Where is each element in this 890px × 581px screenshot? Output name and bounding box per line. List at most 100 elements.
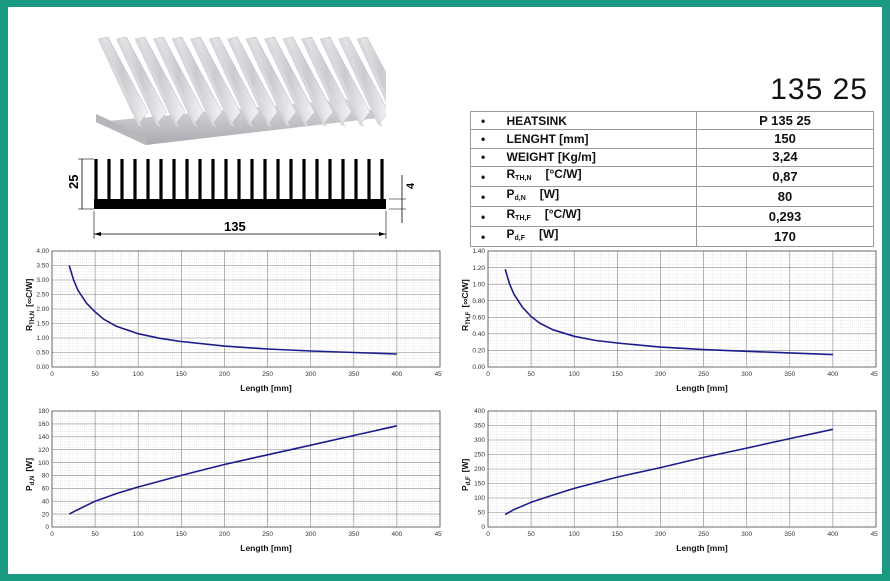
x-tick-label: 300 — [305, 371, 316, 378]
y-axis-label-main: P — [460, 485, 470, 491]
y-tick-label: 1.40 — [472, 248, 485, 255]
x-tick-label: 250 — [698, 371, 709, 378]
series-line — [504, 268, 833, 356]
photo-fin-edge — [246, 39, 290, 127]
spec-row: • Pd,N [W] 80 — [470, 186, 874, 208]
series-line — [68, 265, 397, 355]
x-tick-label: 100 — [569, 531, 580, 538]
x-tick-label: 450 — [435, 531, 442, 538]
x-axis-label: Length [mm] — [676, 543, 728, 553]
spec-label-sub: d,F — [514, 235, 526, 243]
y-tick-label: 3.50 — [36, 263, 49, 270]
profile-fin — [198, 159, 202, 201]
y-tick-label: 1.20 — [472, 265, 485, 272]
spec-label-text: P — [506, 187, 515, 202]
y-axis-label-main: R — [460, 325, 470, 331]
x-tick-label: 450 — [871, 371, 878, 378]
profile-fin — [185, 159, 189, 201]
y-tick-label: 400 — [474, 408, 485, 415]
x-axis-label: Length [mm] — [676, 383, 728, 393]
profile-fin — [302, 159, 306, 201]
profile-fin — [133, 159, 137, 201]
spec-value: 80 — [696, 186, 874, 208]
y-axis-label-sub: d,F — [466, 476, 472, 485]
profile-fin — [354, 159, 358, 201]
y-axis-label-sub: TH,N — [30, 311, 36, 325]
profile-fin — [146, 159, 150, 201]
x-tick-label: 450 — [435, 371, 442, 378]
plot-frame — [487, 410, 877, 528]
plot-frame — [487, 250, 877, 368]
spec-unit: [°C/W] — [545, 167, 582, 182]
y-tick-label: 0.60 — [472, 314, 485, 321]
spec-value: 150 — [696, 129, 874, 149]
x-tick-label: 100 — [569, 371, 580, 378]
spec-label: RTH,F [°C/W] — [506, 206, 697, 228]
x-tick-label: 150 — [612, 531, 623, 538]
profile-fin — [276, 159, 280, 201]
x-tick-label: 200 — [655, 371, 666, 378]
y-tick-label: 1.00 — [472, 281, 485, 288]
y-axis-label-sub: TH,F — [466, 311, 472, 325]
profile-fin — [172, 159, 176, 201]
spec-bullet: • — [470, 186, 507, 208]
spec-bullet: • — [470, 129, 507, 149]
spec-label: RTH,N [°C/W] — [506, 166, 697, 188]
chart-rth-natural: 0 50 100 150 200 250 300 350 400 450 0.00 0.50 1.00 1… — [10, 240, 442, 405]
photo-fin-edge — [153, 39, 198, 127]
photo-fin-edge — [283, 39, 327, 127]
y-tick-label: 0.50 — [36, 350, 49, 357]
y-tick-label: 3.00 — [36, 277, 49, 284]
spec-row: • RTH,N [°C/W] 0,87 — [470, 166, 874, 188]
y-tick-label: 1.50 — [36, 321, 49, 328]
spec-label: Pd,N [W] — [506, 186, 697, 208]
spec-table: • HEATSINK P 135 25 • LENGHT [mm] 150 • WEIGHT … — [470, 110, 874, 248]
profile-fin — [159, 159, 163, 201]
y-tick-label: 0.20 — [472, 348, 485, 355]
profile-fin — [367, 159, 371, 201]
x-tick-label: 150 — [612, 371, 623, 378]
y-tick-label: 80 — [42, 473, 50, 480]
x-tick-label: 100 — [133, 531, 144, 538]
y-tick-label: 0 — [45, 524, 49, 531]
y-tick-label: 4.00 — [36, 248, 49, 255]
plot-frame — [51, 410, 441, 528]
chart-rth-forced: 0 50 100 150 200 250 300 350 400 450 0.00 0.20 0.40 0… — [446, 240, 878, 405]
photo-fin-edge — [357, 39, 386, 102]
y-tick-label: 100 — [474, 495, 485, 502]
spec-unit: [°C/W] — [544, 207, 581, 222]
x-tick-label: 300 — [741, 531, 752, 538]
chart-pd-natural: 0 50 100 150 200 250 300 350 400 450 0 20 40 60 80 100 1… — [10, 400, 442, 565]
x-tick-label: 250 — [262, 531, 273, 538]
profile-fin — [328, 159, 332, 201]
x-tick-label: 250 — [698, 531, 709, 538]
spec-row: • RTH,F [°C/W] 0,293 — [470, 206, 874, 228]
x-tick-label: 400 — [391, 531, 402, 538]
spec-label-text: R — [506, 167, 516, 182]
spec-label-sub: TH,N — [515, 175, 532, 183]
y-tick-label: 140 — [38, 434, 49, 441]
x-tick-label: 0 — [50, 531, 54, 538]
profile-fin — [263, 159, 267, 201]
x-tick-label: 200 — [219, 531, 230, 538]
spec-row: • LENGHT [mm] 150 — [470, 129, 874, 149]
y-tick-label: 100 — [38, 460, 49, 467]
plot-frame — [51, 250, 441, 368]
x-tick-label: 0 — [486, 371, 490, 378]
profile-fin — [250, 159, 254, 201]
series-line — [504, 428, 834, 516]
y-tick-label: 160 — [38, 421, 49, 428]
profile-height-label: 25 — [66, 175, 81, 189]
profile-fin — [289, 159, 293, 201]
spec-label: HEATSINK — [506, 110, 697, 131]
y-axis-label: Pd,F [W] — [460, 458, 472, 491]
photo-fin-edge — [320, 39, 364, 127]
spec-value: 0,293 — [696, 206, 874, 228]
x-tick-label: 200 — [219, 371, 230, 378]
photo-fin-edge — [135, 39, 179, 127]
y-tick-label: 2.50 — [36, 292, 49, 299]
photo-fin-edge — [264, 39, 309, 127]
profile-fin — [211, 159, 215, 201]
series-line — [68, 425, 398, 515]
